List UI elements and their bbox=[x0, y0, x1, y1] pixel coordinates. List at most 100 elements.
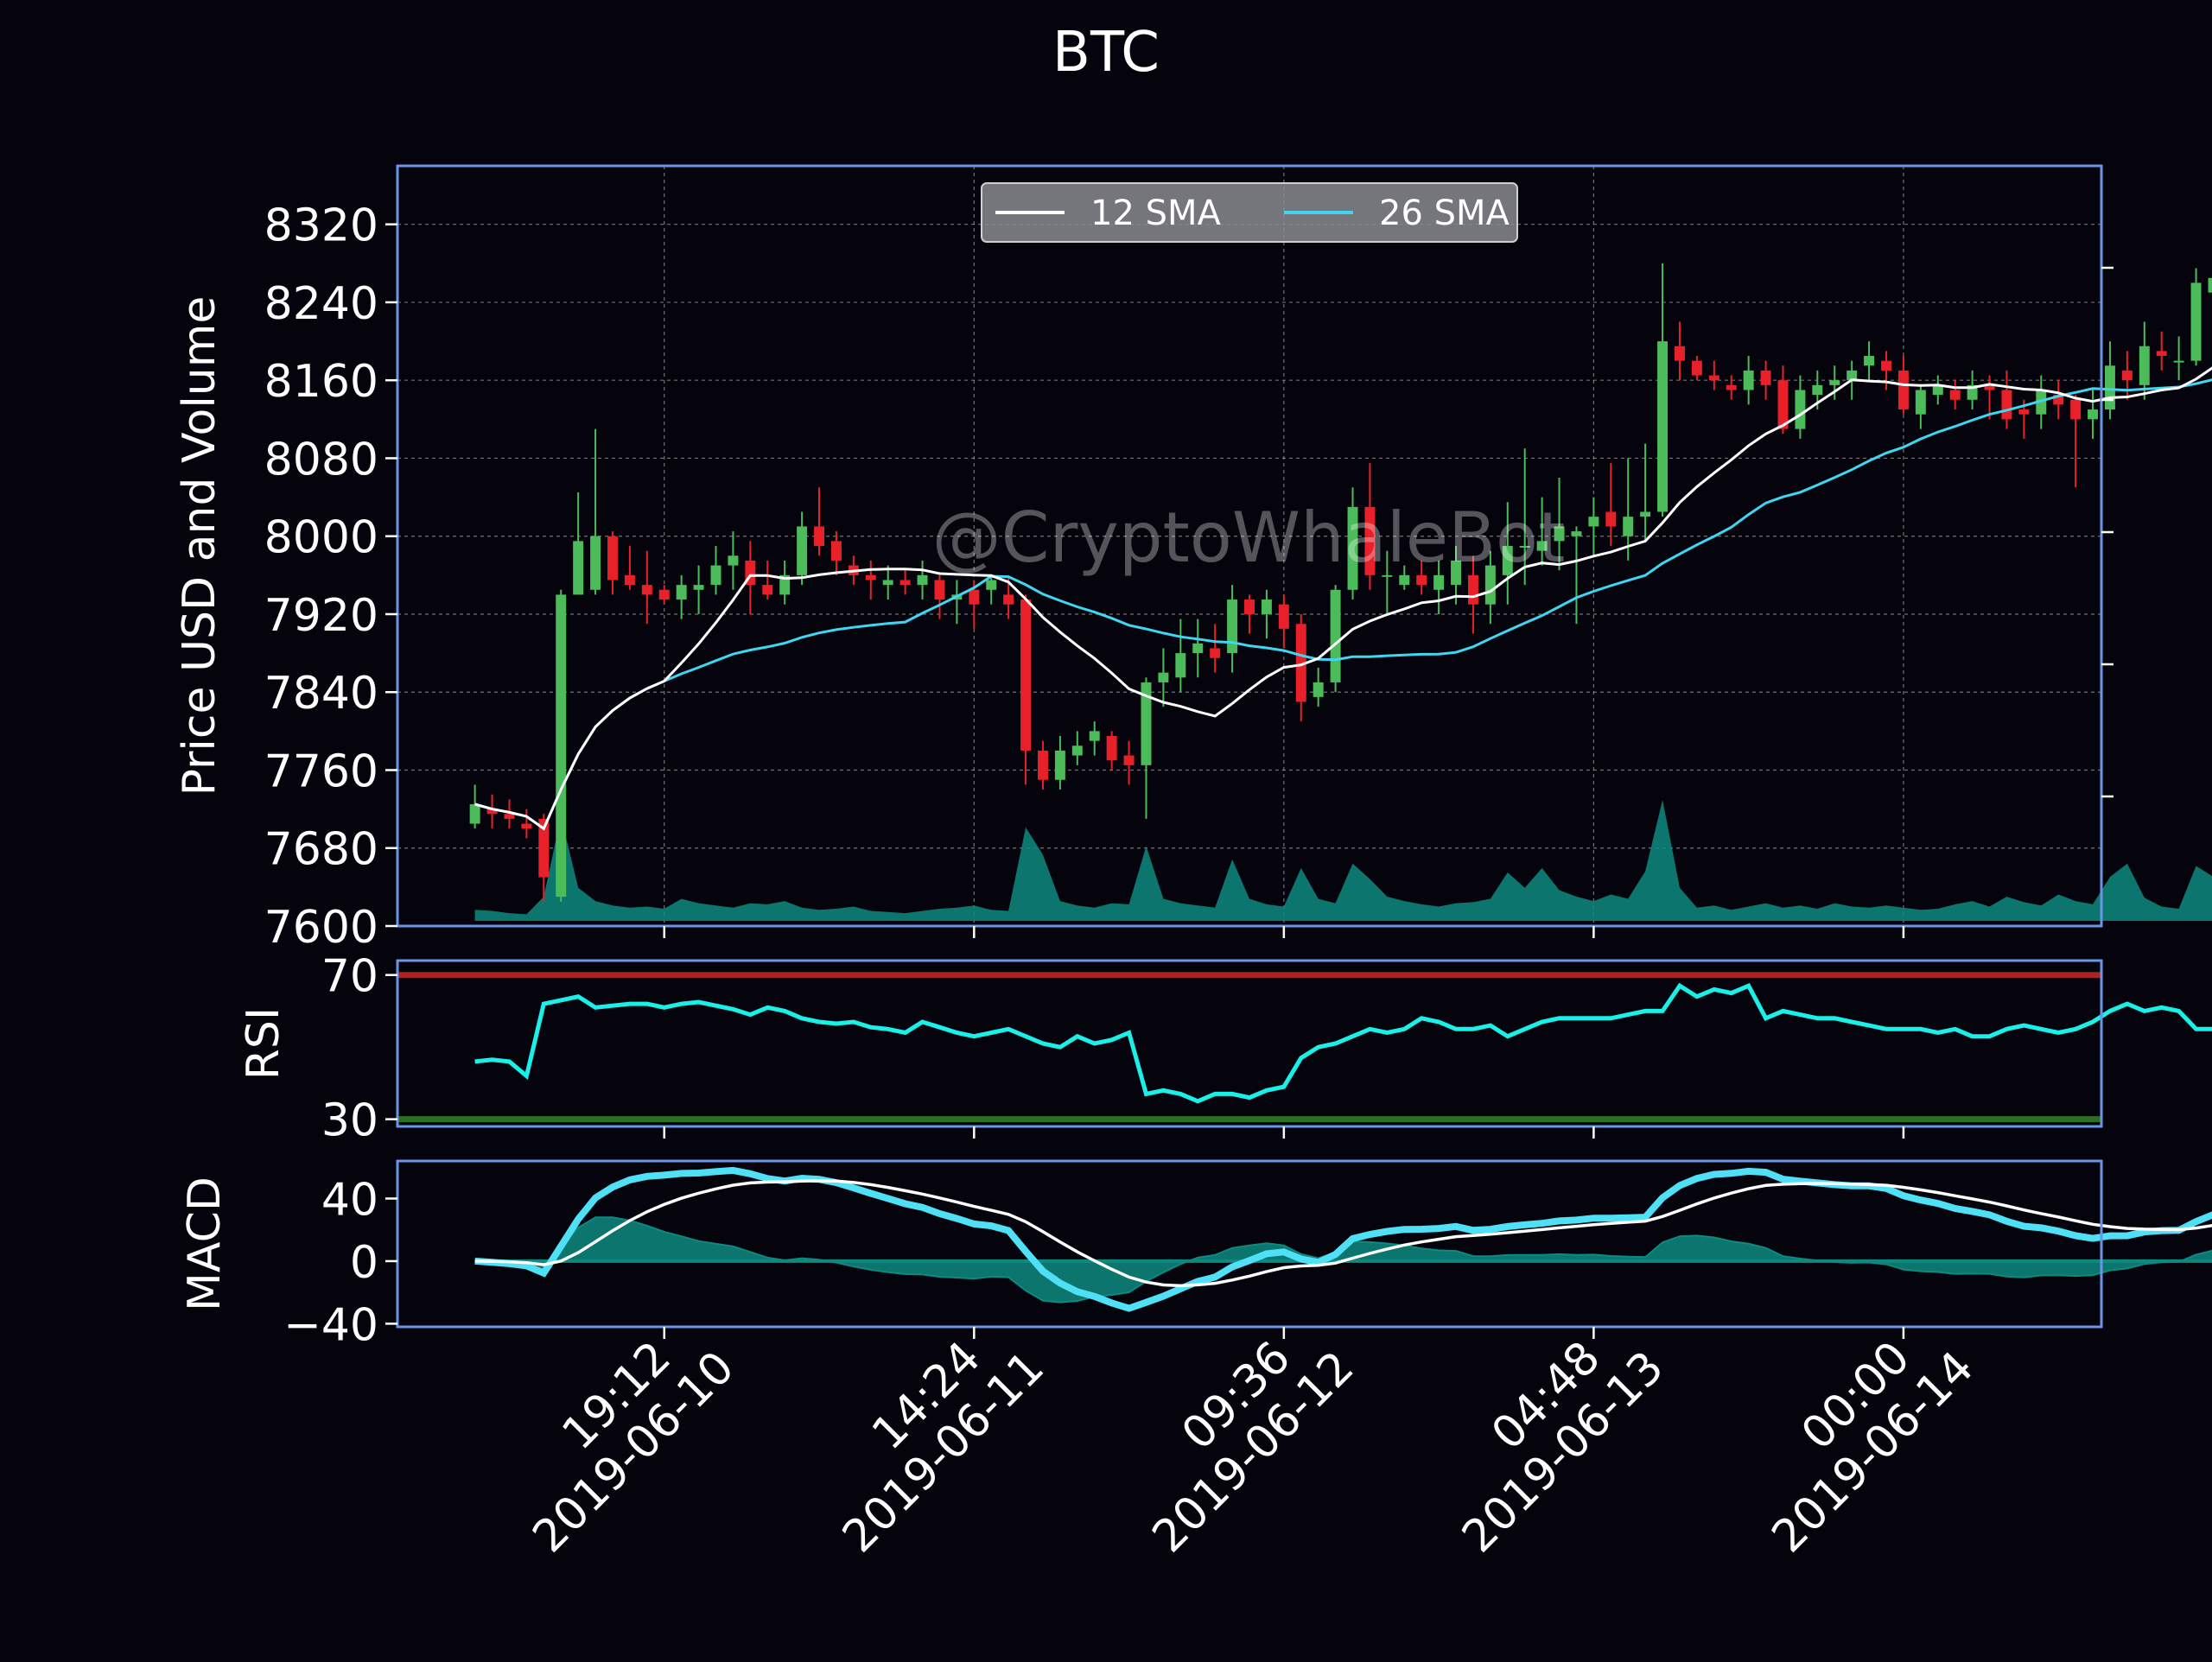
candle-body bbox=[1382, 574, 1393, 577]
candle bbox=[1743, 356, 1754, 405]
candle bbox=[641, 550, 652, 625]
candle bbox=[1657, 263, 1669, 517]
candle-body bbox=[658, 589, 670, 600]
candle-body bbox=[1020, 599, 1032, 751]
candle-body bbox=[1071, 745, 1083, 756]
candle-body bbox=[882, 580, 893, 586]
candle-body bbox=[590, 536, 601, 590]
price-ytick-label: 8000 bbox=[264, 512, 378, 564]
rsi-panel: 30 70 RSI bbox=[238, 951, 2212, 1147]
candle-body bbox=[1675, 346, 1685, 361]
candle bbox=[2001, 370, 2012, 429]
candle-body bbox=[1123, 755, 1135, 765]
candle bbox=[1640, 443, 1651, 542]
price-frame bbox=[396, 164, 2103, 928]
price-panel: 7600 7680 7760 7840 7920 8000 8080 8160 8240 8320… bbox=[174, 164, 2212, 954]
candle bbox=[624, 546, 635, 590]
chart-title: BTC bbox=[1052, 21, 1160, 85]
candle-body bbox=[1743, 370, 1754, 390]
candle-body bbox=[1175, 653, 1186, 678]
candle bbox=[1519, 448, 1530, 586]
candle-body bbox=[2208, 277, 2212, 293]
candle bbox=[1554, 478, 1565, 571]
candle bbox=[469, 784, 480, 829]
candle-body bbox=[1451, 560, 1462, 586]
candle-body bbox=[2121, 370, 2133, 381]
candle bbox=[1949, 380, 1961, 410]
candle bbox=[658, 585, 670, 605]
macd-ylabel: MACD bbox=[179, 1177, 231, 1311]
candle bbox=[2139, 321, 2150, 400]
rsi-frame bbox=[396, 959, 2103, 1128]
macd-line bbox=[474, 1166, 2212, 1312]
candle-body bbox=[1932, 384, 1943, 396]
candle-body bbox=[1278, 604, 1289, 629]
candle-body bbox=[1037, 750, 1048, 780]
candle bbox=[1210, 624, 1221, 673]
candle bbox=[1536, 497, 1548, 566]
candle bbox=[590, 428, 601, 595]
candle-body bbox=[797, 526, 808, 575]
candle-body bbox=[1089, 731, 1100, 741]
candle bbox=[1141, 677, 1152, 819]
watermark: @CryptoWhaleBot bbox=[932, 498, 1566, 578]
candle-body bbox=[1416, 574, 1427, 586]
candle bbox=[1347, 487, 1358, 600]
candle-body bbox=[1588, 517, 1599, 527]
candle bbox=[882, 565, 893, 600]
candle bbox=[1777, 365, 1789, 435]
candle-body bbox=[1295, 624, 1306, 702]
candle-body bbox=[1158, 672, 1169, 682]
candle bbox=[1502, 502, 1513, 605]
price-ytick-label: 7840 bbox=[264, 668, 378, 720]
candle bbox=[1795, 375, 1806, 439]
candle-body bbox=[641, 585, 652, 595]
price-ytick-label: 8160 bbox=[264, 356, 378, 408]
candle bbox=[1467, 555, 1478, 634]
macd-panel: −40 0 40 MACD bbox=[179, 1159, 2212, 1351]
candle-body bbox=[986, 580, 997, 590]
candle-body bbox=[1571, 531, 1582, 536]
price-ytick-label: 7680 bbox=[264, 824, 378, 876]
candle-body bbox=[1330, 589, 1341, 682]
candle-body bbox=[2053, 395, 2064, 405]
candle-body bbox=[1399, 574, 1410, 586]
rsi-ytick-label: 30 bbox=[321, 1095, 378, 1147]
candle-body bbox=[624, 574, 635, 586]
candle-body bbox=[1261, 599, 1272, 614]
candle-body bbox=[1467, 574, 1478, 605]
candle-body bbox=[899, 580, 911, 586]
candle bbox=[1399, 565, 1410, 590]
candle-body bbox=[2001, 390, 2012, 420]
candle-body bbox=[1106, 736, 1117, 761]
candle-body bbox=[762, 585, 773, 595]
price-ytick-label: 8240 bbox=[264, 278, 378, 330]
candle-body bbox=[676, 585, 687, 600]
candle-body bbox=[1519, 546, 1530, 548]
price-ylabel: Price USD and Volume bbox=[174, 296, 226, 796]
candle bbox=[1588, 497, 1599, 556]
candle bbox=[2070, 395, 2082, 488]
candle-body bbox=[1657, 341, 1669, 512]
candle bbox=[1484, 550, 1496, 625]
candle bbox=[1278, 594, 1289, 649]
candle bbox=[1089, 721, 1100, 756]
candle bbox=[1571, 526, 1582, 625]
candle bbox=[865, 560, 876, 600]
candle bbox=[1244, 594, 1255, 634]
candle-body bbox=[1984, 384, 1995, 390]
macd-ytick-label: −40 bbox=[283, 1299, 378, 1351]
macd-ytick-label: 40 bbox=[321, 1174, 378, 1226]
candle bbox=[814, 487, 824, 556]
candle bbox=[1037, 740, 1048, 790]
candle-body bbox=[1347, 506, 1358, 590]
candle bbox=[710, 546, 721, 595]
price-ytick-label: 7760 bbox=[264, 745, 378, 797]
candle bbox=[1967, 370, 1978, 410]
candle bbox=[556, 589, 567, 902]
candle bbox=[2173, 336, 2184, 381]
candle-body bbox=[710, 565, 721, 586]
candle bbox=[1227, 585, 1238, 673]
candle bbox=[1416, 560, 1427, 595]
